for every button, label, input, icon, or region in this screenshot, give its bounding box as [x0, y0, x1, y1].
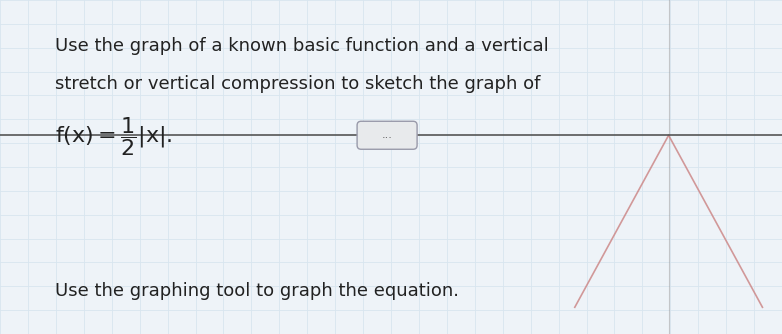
Text: ...: ... — [382, 130, 393, 140]
Text: Use the graph of a known basic function and a vertical: Use the graph of a known basic function … — [55, 37, 548, 55]
Text: stretch or vertical compression to sketch the graph of: stretch or vertical compression to sketc… — [55, 75, 540, 93]
FancyBboxPatch shape — [357, 121, 417, 149]
Text: $\mathrm{f(x)} = \dfrac{1}{2}|\mathrm{x}|.$: $\mathrm{f(x)} = \dfrac{1}{2}|\mathrm{x}… — [55, 115, 172, 158]
Text: Use the graphing tool to graph the equation.: Use the graphing tool to graph the equat… — [55, 282, 459, 300]
